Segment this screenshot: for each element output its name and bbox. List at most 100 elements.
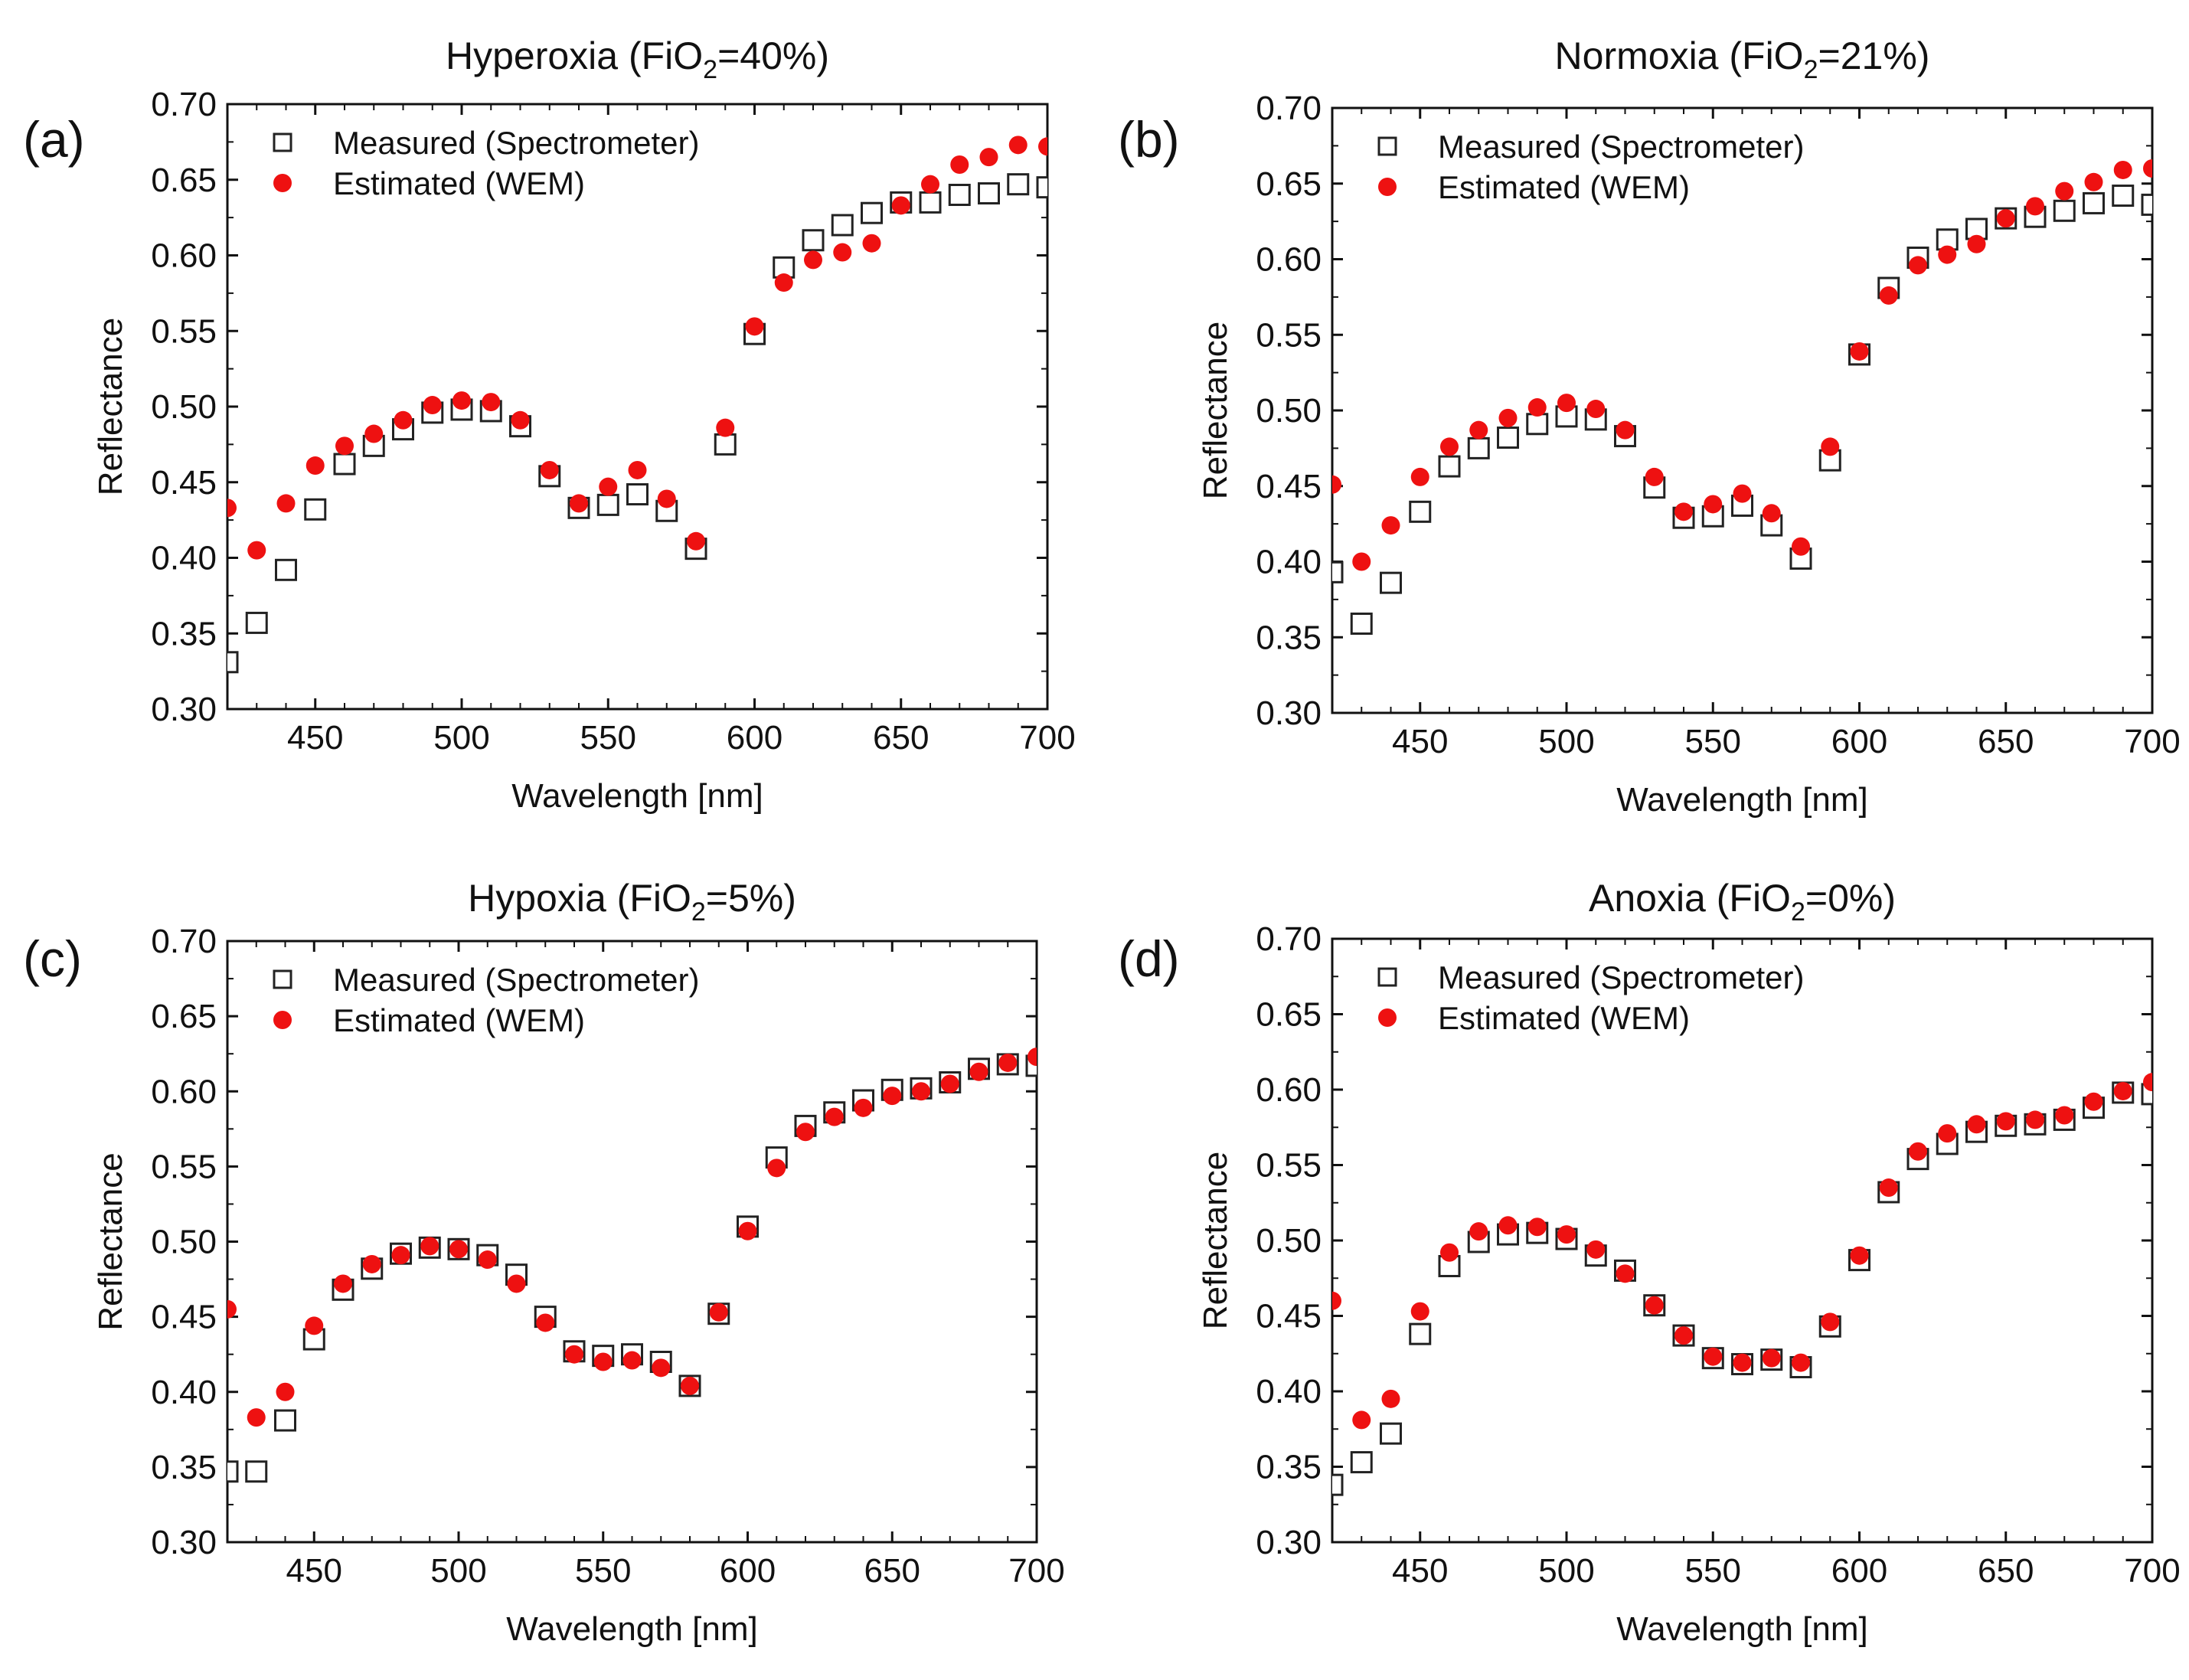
x-tick-label: 700 — [1008, 1552, 1064, 1590]
estimated-point — [1028, 1048, 1037, 1067]
estimated-point — [709, 1302, 728, 1322]
y-axis-label: Reflectance — [92, 1152, 129, 1330]
legend-measured-marker — [273, 969, 292, 989]
estimated-point — [1879, 286, 1898, 305]
estimated-point — [774, 273, 793, 293]
estimated-point — [335, 436, 354, 456]
measured-point — [227, 651, 239, 674]
y-tick-label: 0.60 — [151, 1073, 217, 1110]
chart-panel-1: (a) Hyperoxia (FiO2=40%) 0.30 0.35 0.40 0.45 0… — [23, 34, 1076, 815]
estimated-point — [825, 1107, 844, 1126]
estimated-point — [599, 477, 618, 496]
estimated-point — [1498, 1216, 1518, 1235]
measured-point — [802, 229, 825, 252]
estimated-point — [511, 410, 530, 430]
estimated-point — [482, 393, 501, 412]
measured-point — [333, 453, 356, 476]
estimated-point — [998, 1053, 1018, 1072]
y-tick-label: 0.70 — [1256, 920, 1322, 958]
y-tick-label: 0.35 — [151, 1449, 217, 1486]
measured-point — [596, 493, 619, 516]
chart-panel-3: (c) Hypoxia (FiO2=5%) 0.30 0.35 0.40 0.45 0.50… — [23, 877, 1065, 1648]
chart-title-end: =5%) — [706, 877, 796, 920]
data-marks — [227, 136, 1047, 674]
estimated-point — [1674, 502, 1693, 521]
estimated-point — [1469, 420, 1488, 440]
measured-point — [227, 1460, 239, 1483]
panel-label: (b) — [1118, 111, 1180, 168]
estimated-point — [687, 531, 705, 551]
estimated-point — [2143, 1073, 2152, 1092]
x-tick-label: 650 — [1978, 1552, 2034, 1590]
estimated-point — [2084, 1092, 2103, 1111]
data-marks — [1332, 1073, 2152, 1496]
chart-title-end: =40%) — [717, 34, 829, 77]
estimated-point — [2055, 181, 2074, 201]
estimated-point — [540, 460, 559, 479]
y-tick-label: 0.30 — [151, 691, 217, 728]
y-tick-label: 0.60 — [1256, 241, 1322, 279]
estimated-point — [1332, 475, 1341, 494]
estimated-point — [334, 1274, 352, 1293]
estimated-point — [1967, 1115, 1986, 1134]
estimated-point — [628, 460, 647, 479]
estimated-point — [2113, 160, 2132, 179]
chart-title-subscript: 2 — [691, 897, 706, 927]
x-tick-label: 600 — [1831, 1552, 1887, 1590]
measured-point — [626, 483, 649, 506]
estimated-point — [745, 317, 764, 336]
estimated-point — [1938, 245, 1957, 264]
y-axis-label: Reflectance — [1197, 1152, 1234, 1329]
estimated-point — [969, 1062, 988, 1081]
estimated-point — [1381, 516, 1400, 535]
estimated-point — [1996, 209, 2015, 228]
estimated-point — [305, 456, 325, 476]
x-tick-label: 700 — [2124, 723, 2180, 760]
measured-point — [2053, 199, 2076, 222]
chart-title-main: Anoxia (FiO — [1589, 877, 1791, 920]
x-tick-label: 450 — [1392, 723, 1448, 760]
measured-point — [275, 558, 297, 581]
estimated-point — [565, 1345, 583, 1364]
chart-title: Normoxia (FiO2=21%) — [1555, 34, 1930, 84]
measured-point — [2141, 193, 2152, 216]
x-tick-label: 500 — [433, 719, 489, 757]
y-axis-label: Reflectance — [1197, 322, 1234, 499]
legend-estimated-marker — [1378, 1008, 1397, 1027]
panel-label: (a) — [23, 111, 85, 168]
legend-estimated-label: Estimated (WEM) — [333, 1002, 585, 1038]
measured-point — [245, 1460, 268, 1483]
y-tick-label: 0.50 — [151, 388, 217, 426]
estimated-point — [1557, 1225, 1576, 1244]
estimated-point — [2026, 1110, 2044, 1129]
estimated-point — [420, 1237, 439, 1256]
estimated-point — [1645, 467, 1664, 486]
measured-point — [1438, 455, 1461, 478]
estimated-point — [1616, 1264, 1635, 1283]
estimated-point — [738, 1221, 757, 1240]
estimated-point — [622, 1351, 642, 1370]
estimated-point — [1762, 504, 1781, 523]
x-axis-label: Wavelength [nm] — [511, 777, 763, 815]
x-tick-label: 450 — [286, 1552, 342, 1590]
estimated-point — [1879, 1178, 1898, 1198]
chart-title-subscript: 2 — [1791, 897, 1805, 927]
y-tick-label: 0.55 — [1256, 1147, 1322, 1185]
estimated-point — [862, 234, 881, 253]
legend-estimated-label: Estimated (WEM) — [1438, 169, 1690, 205]
y-tick-label: 0.70 — [151, 923, 217, 960]
x-tick-label: 550 — [575, 1552, 631, 1590]
chart-title-end: =0%) — [1805, 877, 1896, 920]
y-tick-label: 0.55 — [151, 312, 217, 350]
y-tick-label: 0.70 — [151, 86, 217, 123]
x-tick-label: 650 — [873, 719, 929, 757]
x-tick-label: 600 — [720, 1552, 776, 1590]
estimated-point — [276, 494, 296, 513]
measured-point — [2112, 185, 2135, 208]
estimated-point — [1469, 1222, 1488, 1241]
chart-title-subscript: 2 — [703, 55, 717, 84]
y-tick-label: 0.65 — [151, 998, 217, 1035]
estimated-point — [1440, 1243, 1459, 1262]
estimated-point — [716, 418, 735, 437]
